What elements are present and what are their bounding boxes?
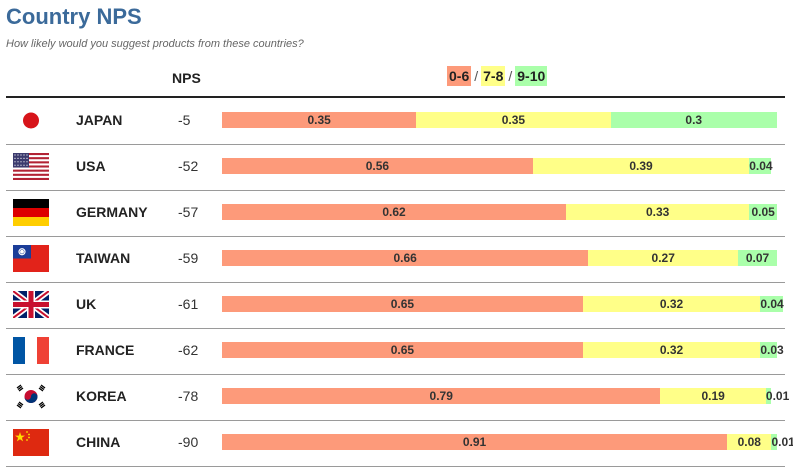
bar-segment-promoters: 0.3 [610,112,777,128]
bar-segment-passives: 0.32 [582,296,761,312]
table-row: FRANCE -62 0.65 0.32 0.03 [6,328,785,375]
table-row: GERMANY -57 0.62 0.33 0.05 [6,190,785,237]
nps-column-header: NPS [172,70,201,86]
table-row: CHINA -90 0.91 0.08 0.01 [6,420,793,467]
legend-detractors: 0-6 [447,66,472,86]
table-row: JAPAN -5 0.35 0.35 0.3 [6,98,785,145]
stacked-bar: 0.66 0.27 0.07 [222,250,777,266]
bar-segment-promoters: 0.05 [749,204,777,220]
country-name: CHINA [76,434,121,450]
page-subtitle: How likely would you suggest products fr… [6,38,304,50]
usa-flag-icon [13,153,49,180]
bar-segment-passives: 0.39 [532,158,750,174]
stacked-bar: 0.91 0.08 0.01 [222,434,793,450]
bar-segment-promoters: 0.04 [749,158,773,174]
bar-segment-detractors: 0.62 [222,204,567,220]
country-name: TAIWAN [76,250,131,266]
legend-passives: 7-8 [481,66,506,86]
nps-value: -57 [178,204,199,220]
legend-separator: / [508,68,513,84]
bar-segment-passives: 0.27 [588,250,739,266]
uk-flag-icon [13,291,49,318]
nps-value: -78 [178,388,199,404]
bar-segment-passives: 0.08 [727,434,772,450]
table-row: USA -52 0.56 0.39 0.04 [6,144,785,191]
bar-segment-detractors: 0.65 [222,296,583,312]
table-row: KOREA -78 0.79 0.19 0.01 [6,374,790,421]
germany-flag-icon [13,199,49,226]
bar-segment-passives: 0.19 [660,388,766,404]
country-name: FRANCE [76,342,135,358]
france-flag-icon [13,337,49,364]
legend: 0-6/7-8/9-10 [447,66,548,86]
table-row: UK -61 0.65 0.32 0.04 [6,282,785,329]
nps-value: -59 [178,250,199,266]
country-name: UK [76,296,97,312]
bar-segment-detractors: 0.91 [222,434,728,450]
stacked-bar: 0.62 0.33 0.05 [222,204,777,220]
nps-value: -52 [178,158,199,174]
bar-segment-detractors: 0.35 [222,112,417,128]
bar-segment-detractors: 0.79 [222,388,661,404]
nps-value: -61 [178,296,199,312]
stacked-bar: 0.35 0.35 0.3 [222,112,777,128]
china-flag-icon [13,429,49,456]
bar-segment-promoters: 0.07 [738,250,777,266]
taiwan-flag-icon [13,245,49,272]
bar-segment-promoters: 0.01 [771,434,793,450]
country-name: KOREA [76,388,127,404]
bar-segment-detractors: 0.56 [222,158,533,174]
japan-flag-icon [13,107,49,134]
nps-value: -90 [178,434,199,450]
stacked-bar: 0.65 0.32 0.04 [222,296,784,312]
korea-flag-icon [13,383,49,410]
stacked-bar: 0.65 0.32 0.03 [222,342,784,358]
bar-segment-passives: 0.35 [416,112,611,128]
bar-segment-promoters: 0.04 [760,296,784,312]
bar-segment-passives: 0.32 [582,342,761,358]
bar-segment-passives: 0.33 [566,204,750,220]
stacked-bar: 0.79 0.19 0.01 [222,388,790,404]
bar-segment-detractors: 0.65 [222,342,583,358]
page-title: Country NPS [6,4,142,29]
stacked-bar: 0.56 0.39 0.04 [222,158,777,174]
bar-segment-promoters: 0.01 [765,388,790,404]
bar-segment-promoters: 0.03 [760,342,784,358]
legend-promoters: 9-10 [515,66,548,86]
nps-value: -62 [178,342,199,358]
table-row: TAIWAN -59 0.66 0.27 0.07 [6,236,785,283]
legend-separator: / [474,68,479,84]
country-name: GERMANY [76,204,148,220]
nps-value: -5 [178,112,191,128]
bar-segment-detractors: 0.66 [222,250,589,266]
country-name: USA [76,158,106,174]
header-divider [6,96,785,98]
country-name: JAPAN [76,112,123,128]
